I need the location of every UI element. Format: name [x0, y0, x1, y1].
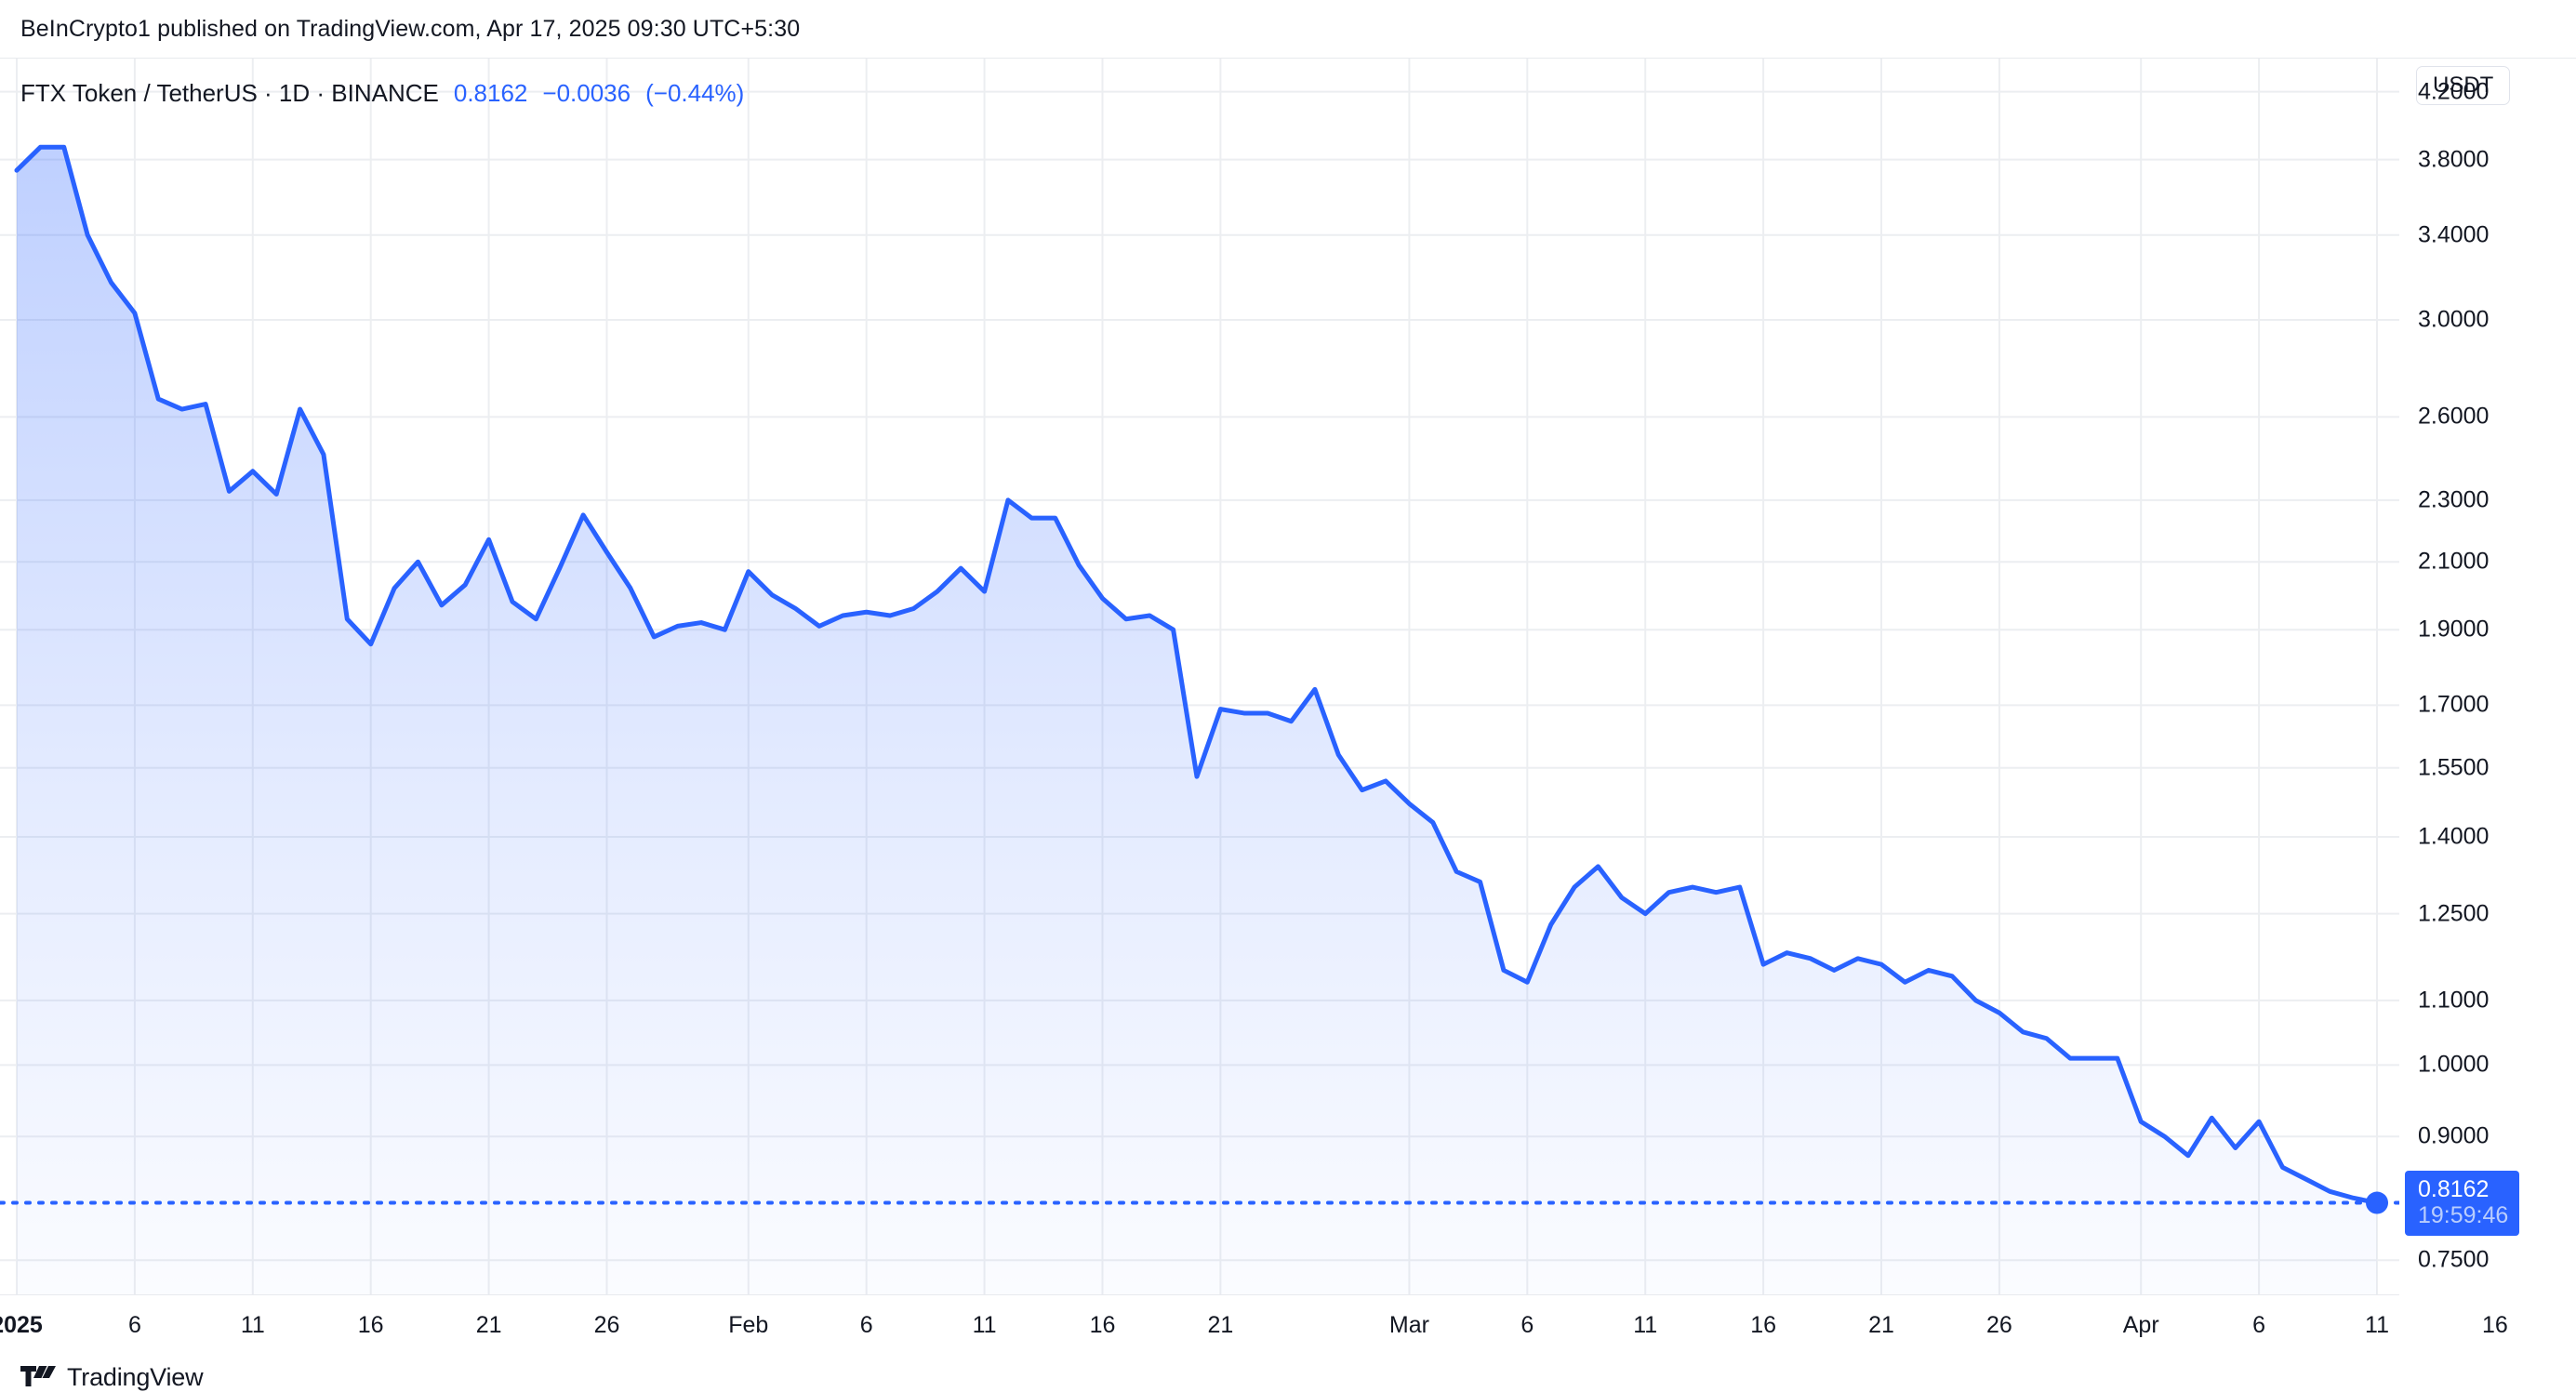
time-tick-label: Mar — [1388, 1312, 1429, 1338]
series-line — [14, 144, 2380, 1206]
attribution-text: BeInCrypto1 published on TradingView.com… — [20, 15, 801, 42]
price-tick-label: 3.4000 — [2418, 221, 2490, 248]
time-tick-label: Feb — [728, 1312, 769, 1338]
series-area-fill — [17, 147, 2377, 1295]
last-price-badge-countdown: 19:59:46 — [2418, 1201, 2509, 1228]
time-tick-label: 26 — [593, 1312, 620, 1338]
last-price-badge[interactable]: 0.8162 19:59:46 — [2405, 1170, 2520, 1236]
chart-legend[interactable]: FTX Token / TetherUS · 1D · BINANCE 0.81… — [20, 79, 744, 108]
price-tick-label: 1.5500 — [2418, 754, 2490, 781]
legend-change-absolute: −0.0036 — [542, 79, 631, 107]
time-tick-label: 11 — [240, 1312, 265, 1338]
time-tick-label: 16 — [2481, 1312, 2508, 1338]
legend-symbol-title: FTX Token / TetherUS · 1D · BINANCE — [20, 79, 439, 107]
price-tick-label: 2.6000 — [2418, 403, 2490, 430]
currency-badge[interactable]: USDT — [2416, 66, 2511, 105]
time-tick-label: 11 — [972, 1312, 997, 1338]
price-tick-label: 1.7000 — [2418, 691, 2490, 718]
price-tick-label: 1.4000 — [2418, 823, 2490, 850]
last-price-badge-value: 0.8162 — [2418, 1175, 2490, 1202]
price-tick-label: 4.2000 — [2418, 78, 2490, 105]
time-tick-label: 6 — [127, 1312, 141, 1338]
price-tick-label: 3.0000 — [2418, 306, 2490, 333]
time-tick-label: Apr — [2122, 1312, 2159, 1338]
price-tick-label: 1.0000 — [2418, 1051, 2490, 1078]
time-tick-label: 16 — [357, 1312, 384, 1338]
price-tick-label: 0.9000 — [2418, 1122, 2490, 1149]
chart-plot-area[interactable]: FTX Token / TetherUS · 1D · BINANCE 0.81… — [0, 58, 2399, 1295]
time-tick-label: 2025 — [0, 1312, 43, 1338]
chart-frame: FTX Token / TetherUS · 1D · BINANCE 0.81… — [0, 58, 2576, 1391]
price-area-series-svg — [0, 59, 2399, 1295]
time-tick-label: 21 — [475, 1312, 502, 1338]
legend-last-price: 0.8162 — [453, 79, 528, 107]
time-scale-axis[interactable]: 2025 6 11 16 21 26 Feb 6 11 16 21 Mar 6 11 16 21 26 Apr 6 1… — [0, 1294, 2508, 1353]
legend-change-percent: (−0.44%) — [645, 79, 745, 107]
tradingview-logo-text: TradingView — [67, 1363, 204, 1391]
last-price-marker-dot — [2366, 1191, 2388, 1214]
time-tick-label: 6 — [1520, 1312, 1534, 1338]
price-tick-label: 1.1000 — [2418, 987, 2490, 1014]
tradingview-logo-icon — [20, 1365, 56, 1386]
time-tick-label: 21 — [1868, 1312, 1894, 1338]
time-tick-label: 6 — [859, 1312, 873, 1338]
price-tick-label: 1.9000 — [2418, 616, 2490, 643]
tradingview-logo[interactable]: TradingView — [20, 1363, 204, 1392]
price-tick-label: 0.7500 — [2418, 1246, 2490, 1273]
price-tick-label: 2.3000 — [2418, 486, 2490, 513]
time-tick-label: 21 — [1207, 1312, 1234, 1338]
attribution-bar: BeInCrypto1 published on TradingView.com… — [0, 0, 2576, 58]
time-tick-label: 16 — [1750, 1312, 1777, 1338]
price-tick-label: 1.2500 — [2418, 900, 2490, 927]
price-tick-label: 2.1000 — [2418, 548, 2490, 575]
time-tick-label: 11 — [2365, 1312, 2389, 1338]
time-tick-label: 16 — [1089, 1312, 1116, 1338]
price-tick-label: 3.8000 — [2418, 146, 2490, 173]
time-tick-label: 26 — [1986, 1312, 2012, 1338]
price-scale-axis[interactable]: USDT 4.2000 3.8000 3.4000 3.0000 2.6000 2.300… — [2399, 58, 2576, 1294]
time-tick-label: 6 — [2252, 1312, 2266, 1338]
time-tick-label: 11 — [1633, 1312, 1658, 1338]
